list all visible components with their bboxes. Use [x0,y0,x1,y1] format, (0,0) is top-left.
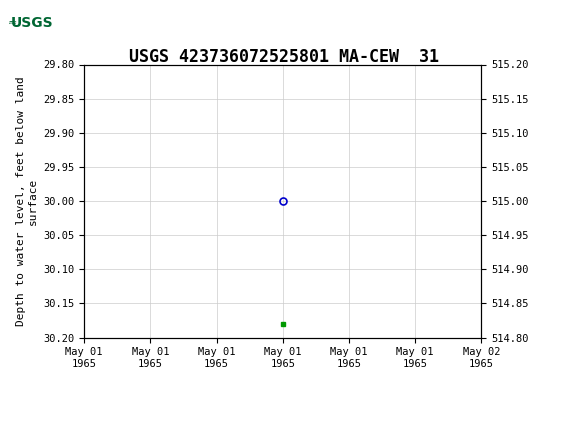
Text: USGS: USGS [10,15,53,30]
Text: ≈: ≈ [8,18,17,28]
FancyBboxPatch shape [7,6,56,40]
Legend: Period of approved data: Period of approved data [192,426,374,430]
Y-axis label: Depth to water level, feet below land
surface: Depth to water level, feet below land su… [16,76,38,326]
Text: USGS 423736072525801 MA-CEW  31: USGS 423736072525801 MA-CEW 31 [129,48,439,66]
